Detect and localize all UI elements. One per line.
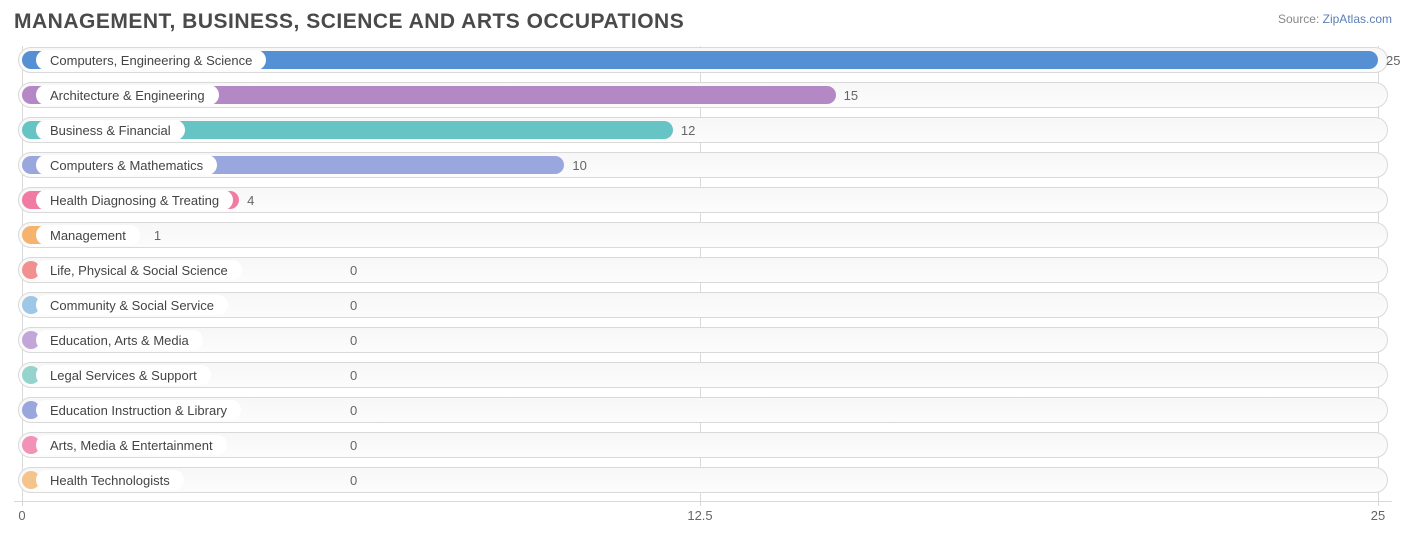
bar-label: Health Diagnosing & Treating [36,190,233,210]
bar-row: Architecture & Engineering 15 [14,81,1392,109]
bar-value: 4 [247,186,254,214]
bar-track [18,362,1388,388]
bar-row: Education Instruction & Library 0 [14,396,1392,424]
bar-value: 0 [350,466,357,494]
bar-row: Legal Services & Support 0 [14,361,1392,389]
bar-label: Life, Physical & Social Science [36,260,242,280]
bar-value: 0 [350,291,357,319]
bar-row: Life, Physical & Social Science 0 [14,256,1392,284]
bar-value: 25 [1386,46,1400,74]
bar-row: Community & Social Service 0 [14,291,1392,319]
bar-label: Community & Social Service [36,295,228,315]
bar-row: Health Diagnosing & Treating 4 [14,186,1392,214]
bar-track [18,327,1388,353]
bar-value: 10 [572,151,586,179]
bar-label: Education, Arts & Media [36,330,203,350]
chart-source: Source: ZipAtlas.com [1278,10,1392,26]
bar-row: Management 1 [14,221,1392,249]
bar-value: 0 [350,256,357,284]
bar-row: Arts, Media & Entertainment 0 [14,431,1392,459]
x-axis: 0 12.5 25 [14,501,1392,529]
bar-row: Education, Arts & Media 0 [14,326,1392,354]
bar-label: Business & Financial [36,120,185,140]
bar-value: 0 [350,431,357,459]
chart-title: MANAGEMENT, BUSINESS, SCIENCE AND ARTS O… [14,10,684,34]
chart-header: MANAGEMENT, BUSINESS, SCIENCE AND ARTS O… [14,10,1392,34]
bar-track [18,467,1388,493]
bar-label: Computers & Mathematics [36,155,217,175]
bar-value: 0 [350,361,357,389]
bar-container: Computers, Engineering & Science25 Archit… [14,46,1392,494]
bar-row: Business & Financial 12 [14,116,1392,144]
bar-label: Education Instruction & Library [36,400,241,420]
bar-label: Architecture & Engineering [36,85,219,105]
bar-label: Computers, Engineering & Science [36,50,266,70]
bar-value: 0 [350,326,357,354]
bar-row: Computers & Mathematics 10 [14,151,1392,179]
bar-label: Legal Services & Support [36,365,211,385]
bar-label: Arts, Media & Entertainment [36,435,227,455]
bar-track [18,222,1388,248]
bar-row: Computers, Engineering & Science25 [14,46,1392,74]
bar-value: 0 [350,396,357,424]
bar-label: Management [36,225,140,245]
x-tick-label: 12.5 [687,508,712,523]
source-link[interactable]: ZipAtlas.com [1323,12,1392,26]
bar-row: Health Technologists 0 [14,466,1392,494]
bar-value: 12 [681,116,695,144]
bar-value: 15 [844,81,858,109]
x-tick-label: 0 [18,508,25,523]
chart-area: Computers, Engineering & Science25Archit… [14,46,1392,538]
x-tick-label: 25 [1371,508,1385,523]
bar-label: Health Technologists [36,470,184,490]
bar-value: 1 [154,221,161,249]
source-prefix: Source: [1278,12,1323,26]
